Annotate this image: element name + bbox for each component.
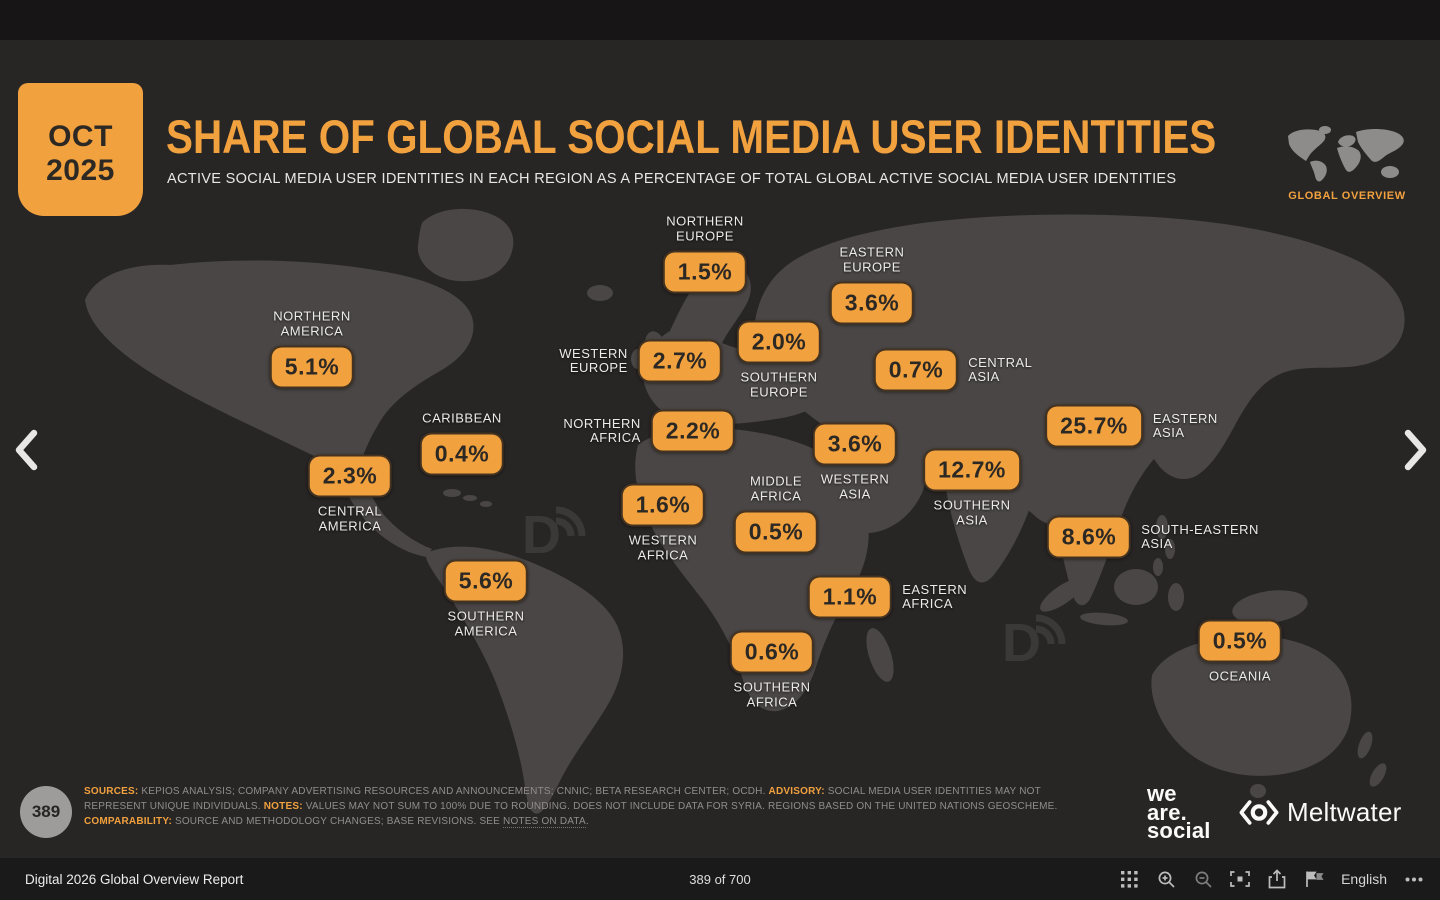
region-label: WESTERN AFRICA: [628, 532, 698, 562]
region-south-eastern-asia: 8.6% SOUTH-EASTERN ASIA: [1046, 515, 1258, 559]
region-label: EASTERN AFRICA: [902, 581, 968, 611]
region-eastern-europe: 3.6% EASTERN EUROPE: [829, 245, 915, 325]
region-southern-asia: 12.7% SOUTHERN ASIA: [923, 448, 1021, 527]
meltwater-logo: Meltwater: [1238, 797, 1402, 828]
region-value-badge: 12.7%: [923, 448, 1021, 492]
region-label: CENTRAL ASIA: [968, 354, 1033, 384]
region-label: OCEANIA: [1208, 668, 1272, 684]
region-northern-america: 5.1% NORTHERN AMERICA: [269, 309, 355, 389]
region-value-badge: 0.5%: [1197, 619, 1283, 663]
region-western-africa: 1.6% WESTERN AFRICA: [620, 483, 706, 562]
region-middle-africa: 0.5% MIDDLE AFRICA: [733, 474, 819, 554]
datareportal-watermark: D: [522, 505, 586, 565]
region-value-badge: 25.7%: [1045, 404, 1143, 448]
grid-icon[interactable]: [1119, 869, 1139, 889]
date-year: 2025: [46, 153, 115, 187]
viewer-top-bar: [0, 0, 1440, 40]
region-label: NORTHERN EUROPE: [666, 213, 744, 243]
region-label: MIDDLE AFRICA: [749, 473, 803, 503]
date-month: OCT: [48, 119, 113, 153]
datareportal-watermark: D: [1002, 613, 1066, 673]
region-value-badge: 2.0%: [736, 320, 822, 364]
region-label: SOUTHERN AMERICA: [447, 608, 525, 638]
region-eastern-asia: 25.7% EASTERN ASIA: [1045, 404, 1217, 448]
global-overview-label: GLOBAL OVERVIEW: [1288, 190, 1406, 202]
date-badge: OCT 2025: [18, 83, 143, 216]
region-label: EASTERN EUROPE: [839, 244, 905, 274]
region-value-badge: 5.6%: [443, 559, 529, 603]
region-central-asia: 0.7% CENTRAL ASIA: [873, 348, 1032, 392]
we-are-social-logo: we are. social: [1147, 781, 1211, 843]
prev-slide-button[interactable]: [10, 426, 44, 474]
region-southern-africa: 0.6% SOUTHERN AFRICA: [729, 630, 815, 709]
was-line-3: social: [1147, 818, 1211, 843]
region-label: SOUTH-EASTERN ASIA: [1141, 521, 1259, 551]
meltwater-mark-icon: [1239, 800, 1279, 825]
viewer-toolbar: Digital 2026 Global Overview Report 389 …: [0, 858, 1440, 900]
region-label: SOUTHERN AFRICA: [733, 679, 811, 709]
zoom-in-icon[interactable]: [1156, 869, 1176, 889]
region-value-badge: 1.6%: [620, 483, 706, 527]
region-caribbean: 0.4% CARIBBEAN: [419, 410, 505, 476]
global-overview-world-icon: [1288, 126, 1404, 182]
region-value-badge: 0.5%: [733, 510, 819, 554]
fullscreen-icon[interactable]: [1230, 869, 1250, 889]
sources-text: SOURCES: KEPIOS ANALYSIS; COMPANY ADVERT…: [84, 786, 1058, 828]
region-eastern-africa: 1.1% EASTERN AFRICA: [807, 575, 967, 619]
region-label: SOUTHERN EUROPE: [740, 369, 818, 399]
slide-title: SHARE OF GLOBAL SOCIAL MEDIA USER IDENTI…: [166, 110, 1217, 163]
region-value-badge: 0.6%: [729, 630, 815, 674]
region-value-badge: 0.4%: [419, 432, 505, 476]
region-western-europe: 2.7% WESTERN EUROPE: [559, 339, 723, 383]
share-icon[interactable]: [1267, 869, 1287, 889]
region-value-badge: 1.1%: [807, 575, 893, 619]
chevron-right-icon: [1404, 429, 1427, 471]
region-southern-europe: 2.0% SOUTHERN EUROPE: [736, 320, 822, 399]
flag-icon[interactable]: [1304, 869, 1324, 889]
region-label: CENTRAL AMERICA: [317, 503, 383, 533]
region-value-badge: 2.3%: [307, 454, 393, 498]
region-label: WESTERN ASIA: [820, 471, 890, 501]
chevron-left-icon: [15, 429, 38, 471]
svg-text:D: D: [1002, 613, 1041, 673]
slide-subtitle: ACTIVE SOCIAL MEDIA USER IDENTITIES IN E…: [167, 170, 1177, 187]
region-label: SOUTHERN ASIA: [933, 497, 1011, 527]
region-central-america: 2.3% CENTRAL AMERICA: [307, 454, 393, 533]
document-title: Digital 2026 Global Overview Report: [25, 871, 244, 887]
region-northern-europe: 1.5% NORTHERN EUROPE: [662, 214, 748, 294]
region-value-badge: 1.5%: [662, 250, 748, 294]
slide: D D OCT 2025 SHARE OF GLOBAL SOCIAL MEDI…: [0, 40, 1440, 858]
svg-text:D: D: [522, 505, 561, 565]
page-indicator: 389 of 700: [689, 871, 751, 887]
region-label: NORTHERN AFRICA: [563, 415, 641, 445]
was-line-1: we: [1147, 781, 1177, 806]
next-slide-button[interactable]: [1398, 426, 1432, 474]
more-icon[interactable]: [1404, 869, 1424, 889]
region-label: WESTERN EUROPE: [559, 345, 628, 375]
meltwater-wordmark: Meltwater: [1287, 797, 1402, 827]
region-label: NORTHERN AMERICA: [273, 308, 351, 338]
language-selector[interactable]: English: [1341, 871, 1387, 887]
region-value-badge: 8.6%: [1046, 515, 1132, 559]
region-value-badge: 3.6%: [812, 422, 898, 466]
region-value-badge: 2.7%: [637, 339, 723, 383]
region-value-badge: 0.7%: [873, 348, 959, 392]
region-southern-america: 5.6% SOUTHERN AMERICA: [443, 559, 529, 638]
region-value-badge: 5.1%: [269, 345, 355, 389]
was-line-2: are.: [1147, 799, 1187, 825]
region-northern-africa: 2.2% NORTHERN AFRICA: [563, 409, 736, 453]
region-oceania: 0.5% OCEANIA: [1197, 619, 1283, 683]
region-value-badge: 3.6%: [829, 281, 915, 325]
region-value-badge: 2.2%: [650, 409, 736, 453]
region-label: EASTERN ASIA: [1152, 410, 1218, 440]
region-western-asia: 3.6% WESTERN ASIA: [812, 422, 898, 501]
page-number-badge: 389: [20, 786, 72, 838]
region-label: CARIBBEAN: [422, 410, 502, 425]
zoom-out-icon[interactable]: [1193, 869, 1213, 889]
